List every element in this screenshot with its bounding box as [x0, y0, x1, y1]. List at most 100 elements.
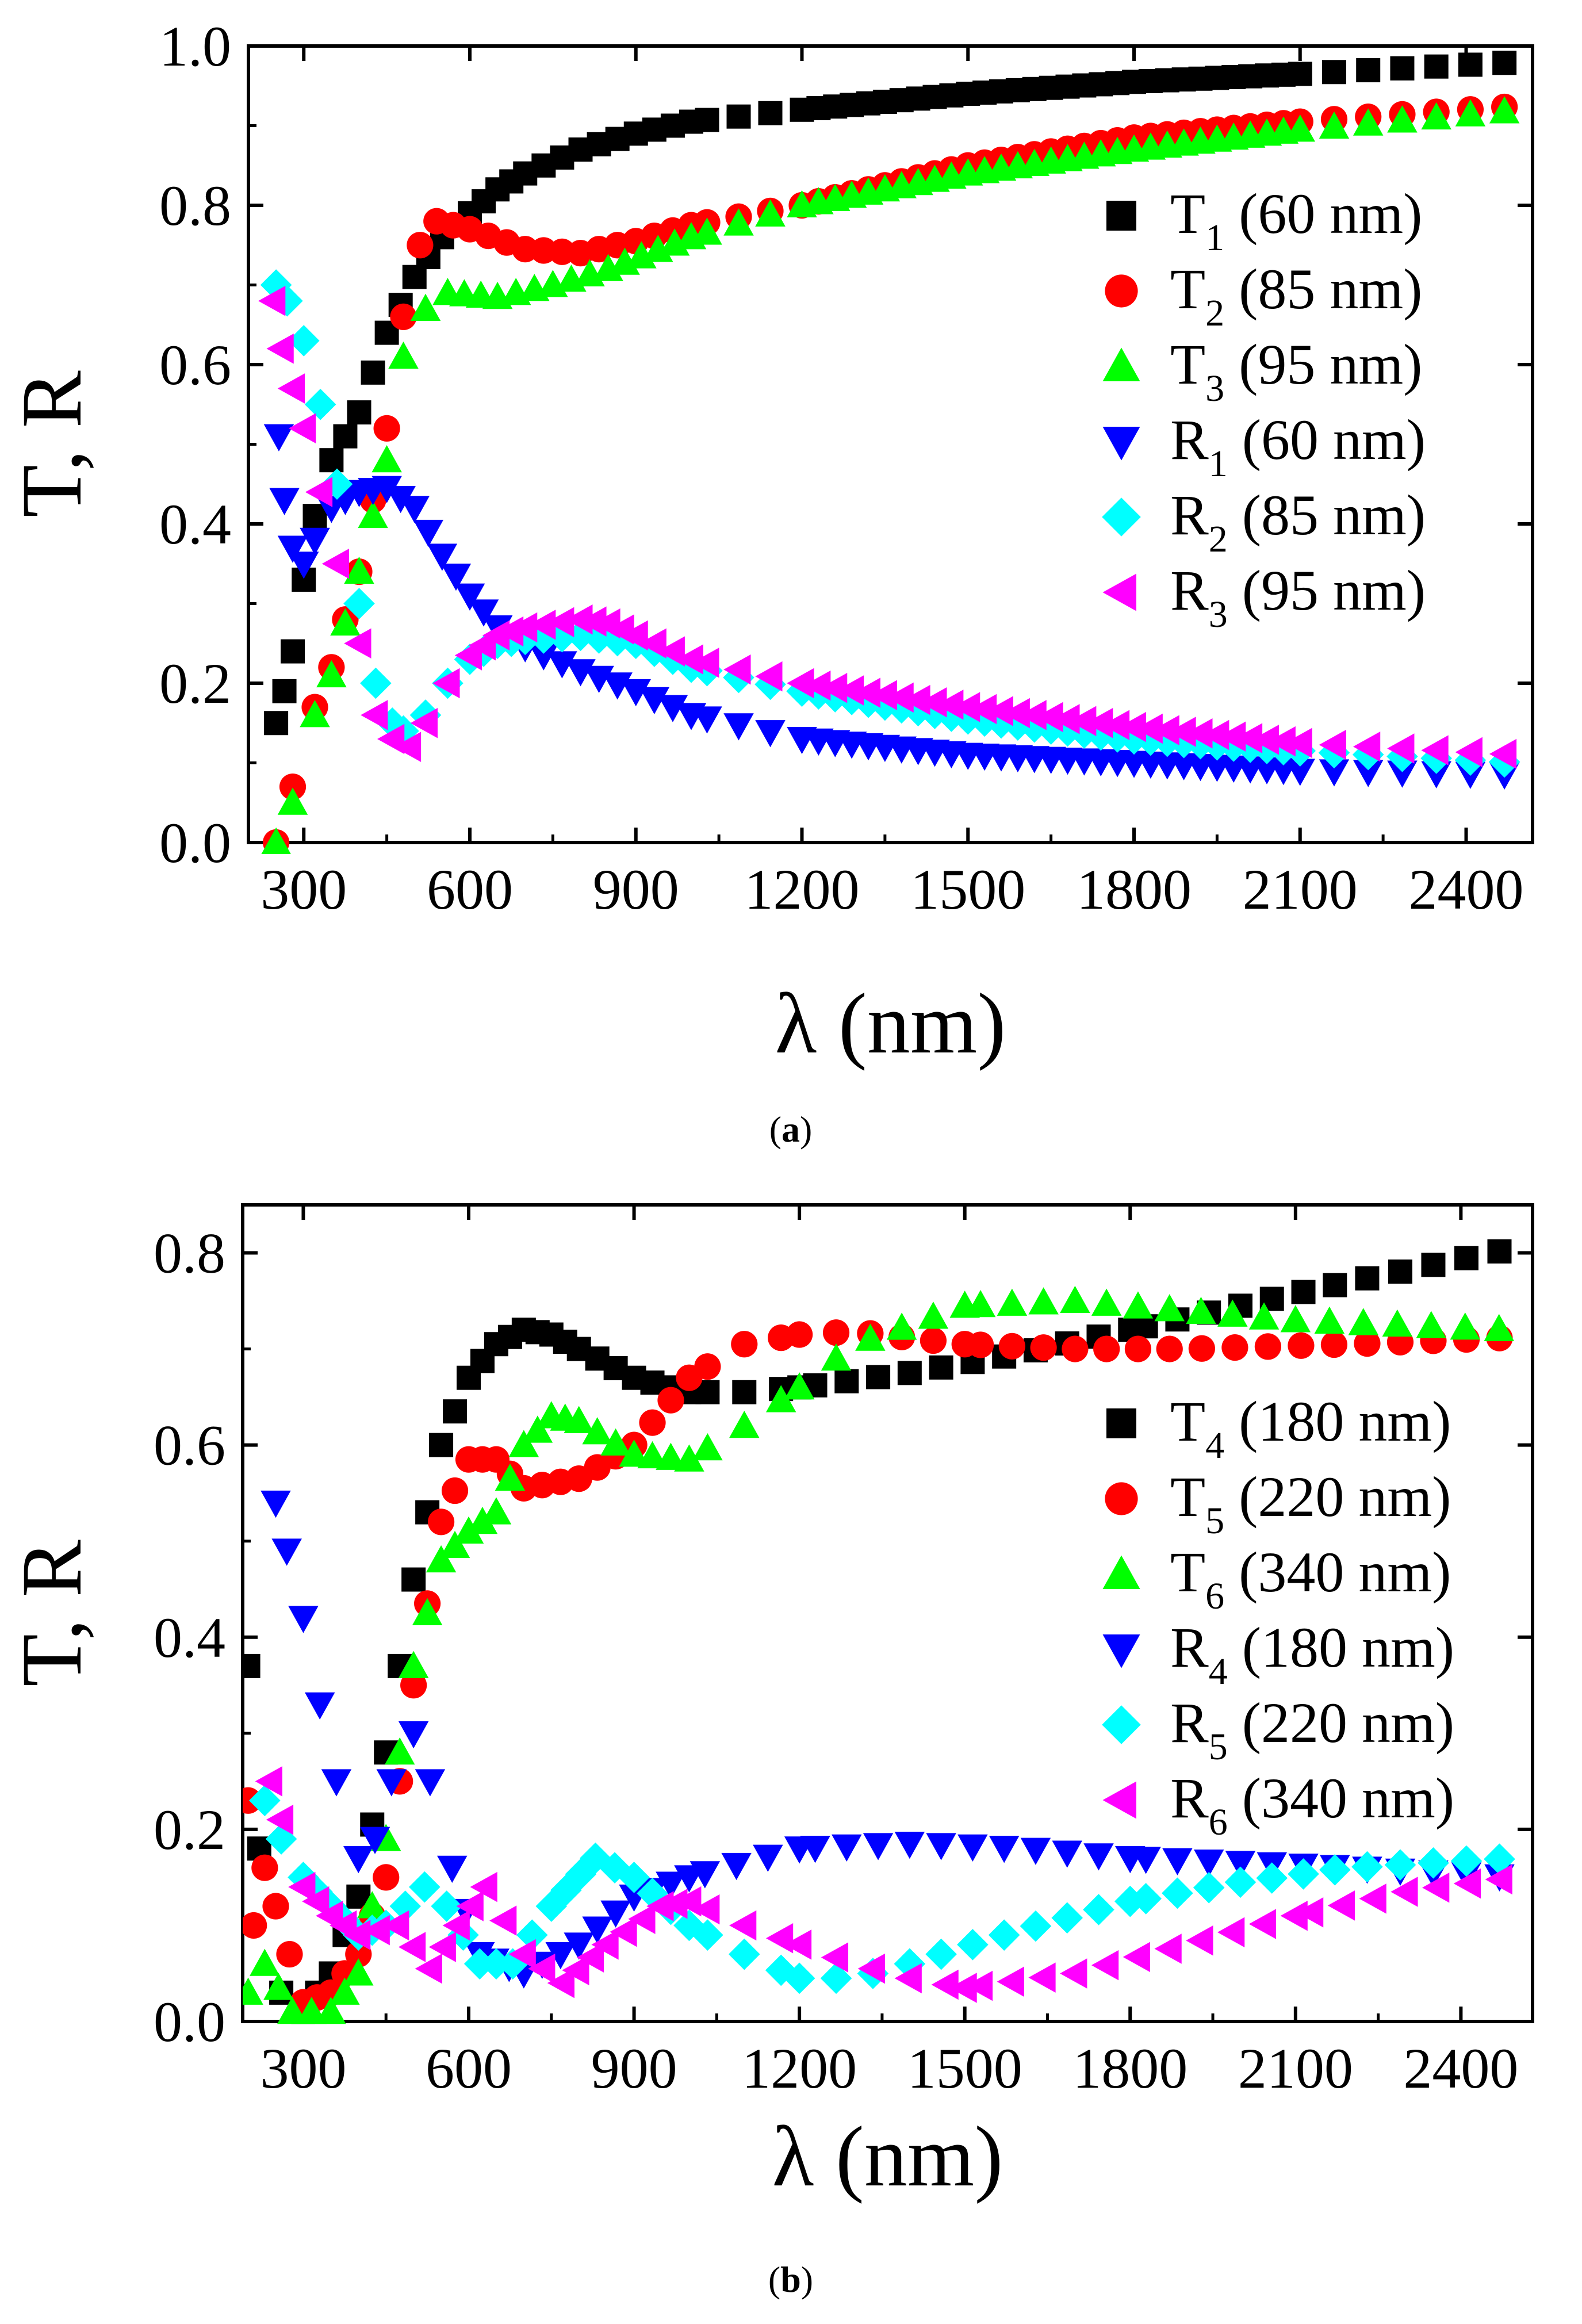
data-point — [302, 504, 327, 529]
legend-marker — [1102, 573, 1136, 611]
data-point — [918, 1301, 949, 1329]
data-point — [269, 488, 300, 515]
data-point — [277, 1997, 308, 2024]
data-point — [1169, 717, 1196, 747]
data-point — [1156, 1335, 1183, 1362]
data-point — [453, 1516, 484, 1544]
data-point — [547, 651, 577, 679]
data-point — [692, 217, 722, 245]
x-tick-label: 600 — [426, 2036, 512, 2100]
data-point — [1225, 1851, 1256, 1878]
data-point — [1217, 1917, 1245, 1948]
data-point — [1484, 1314, 1514, 1341]
legend-entry: T5 (220 nm) — [1170, 1465, 1451, 1542]
data-point — [266, 334, 294, 364]
x-tick-label: 1800 — [1077, 857, 1192, 921]
data-point — [853, 677, 880, 708]
data-point — [732, 1380, 757, 1404]
data-point — [263, 1973, 294, 2000]
legend-marker — [1106, 201, 1136, 231]
data-point — [1359, 1883, 1386, 1914]
data-point — [822, 1319, 850, 1346]
data-point — [628, 1904, 656, 1935]
data-point — [692, 1433, 723, 1461]
data-point — [1028, 1962, 1056, 1993]
data-point — [1421, 735, 1449, 765]
data-point — [359, 1827, 390, 1854]
data-point — [409, 1871, 440, 1903]
data-point — [1221, 1334, 1248, 1361]
data-point — [345, 1940, 372, 1968]
data-point — [333, 424, 358, 449]
data-point — [436, 1855, 468, 1883]
data-point — [1319, 729, 1346, 760]
legend-marker — [1102, 1705, 1141, 1744]
data-point — [925, 1938, 957, 1970]
data-point — [276, 1940, 303, 1968]
data-point — [1288, 62, 1312, 86]
data-point — [565, 604, 593, 635]
data-point — [271, 1538, 302, 1566]
data-point — [731, 1331, 758, 1358]
data-point — [1052, 704, 1080, 734]
legend-marker — [1102, 347, 1140, 381]
data-point — [694, 1353, 721, 1380]
data-point — [1424, 54, 1449, 79]
legend-entry: T2 (85 nm) — [1170, 257, 1422, 334]
data-point — [362, 1915, 390, 1946]
data-point — [258, 285, 286, 316]
data-point — [1114, 1885, 1146, 1917]
data-point — [784, 1372, 815, 1400]
data-point — [726, 104, 751, 129]
data-point — [967, 1331, 994, 1358]
data-point — [243, 1653, 261, 1678]
series-R1 — [263, 424, 1520, 790]
data-point — [821, 1343, 852, 1371]
data-point — [429, 1433, 454, 1457]
data-point — [886, 1312, 917, 1340]
x-tick-label: 1200 — [745, 857, 860, 921]
y-tick-label: 0.4 — [154, 1606, 225, 1670]
legend-marker — [1102, 497, 1141, 537]
data-point — [361, 360, 385, 385]
data-point — [957, 1929, 989, 1961]
data-point — [1036, 702, 1063, 733]
x-tick-label: 2100 — [1238, 2036, 1353, 2100]
data-point — [316, 660, 347, 688]
data-point — [723, 713, 754, 741]
data-point — [1422, 1873, 1450, 1903]
x-tick-label: 2400 — [1409, 857, 1524, 921]
data-point — [1280, 1900, 1308, 1931]
data-point — [347, 400, 371, 425]
data-point — [1391, 1877, 1418, 1907]
data-point — [1131, 1847, 1161, 1874]
data-point — [508, 1939, 536, 1970]
y-tick-label: 1.0 — [159, 14, 231, 78]
data-point — [1135, 713, 1163, 744]
data-point — [456, 1891, 484, 1921]
series-T3 — [261, 96, 1520, 854]
data-point — [289, 552, 319, 579]
data-point — [1102, 710, 1130, 740]
data-point — [263, 424, 294, 451]
data-point — [407, 232, 434, 259]
legend-marker — [1105, 274, 1138, 308]
series-R6 — [255, 1766, 1512, 2003]
legend-entry: T3 (95 nm) — [1170, 332, 1422, 409]
legend-entry: R5 (220 nm) — [1170, 1691, 1454, 1768]
data-point — [784, 1929, 812, 1960]
data-point — [1268, 726, 1296, 757]
data-point — [371, 445, 402, 473]
data-point — [1124, 1335, 1152, 1362]
data-point — [619, 1439, 649, 1467]
panel-b: 300 600 900 1200 1500 1800 2100 2400 0.0 0.2 0.4 0.… — [4, 1203, 1534, 2300]
data-point — [277, 535, 308, 563]
data-point — [1235, 723, 1263, 753]
data-point — [468, 599, 499, 627]
data-point — [610, 1916, 637, 1947]
data-point — [495, 1463, 526, 1491]
y-tick-label: 0.0 — [154, 1990, 225, 2054]
data-point — [692, 648, 719, 678]
legend-entry: R2 (85 nm) — [1170, 483, 1426, 560]
data-point — [343, 1920, 371, 1950]
